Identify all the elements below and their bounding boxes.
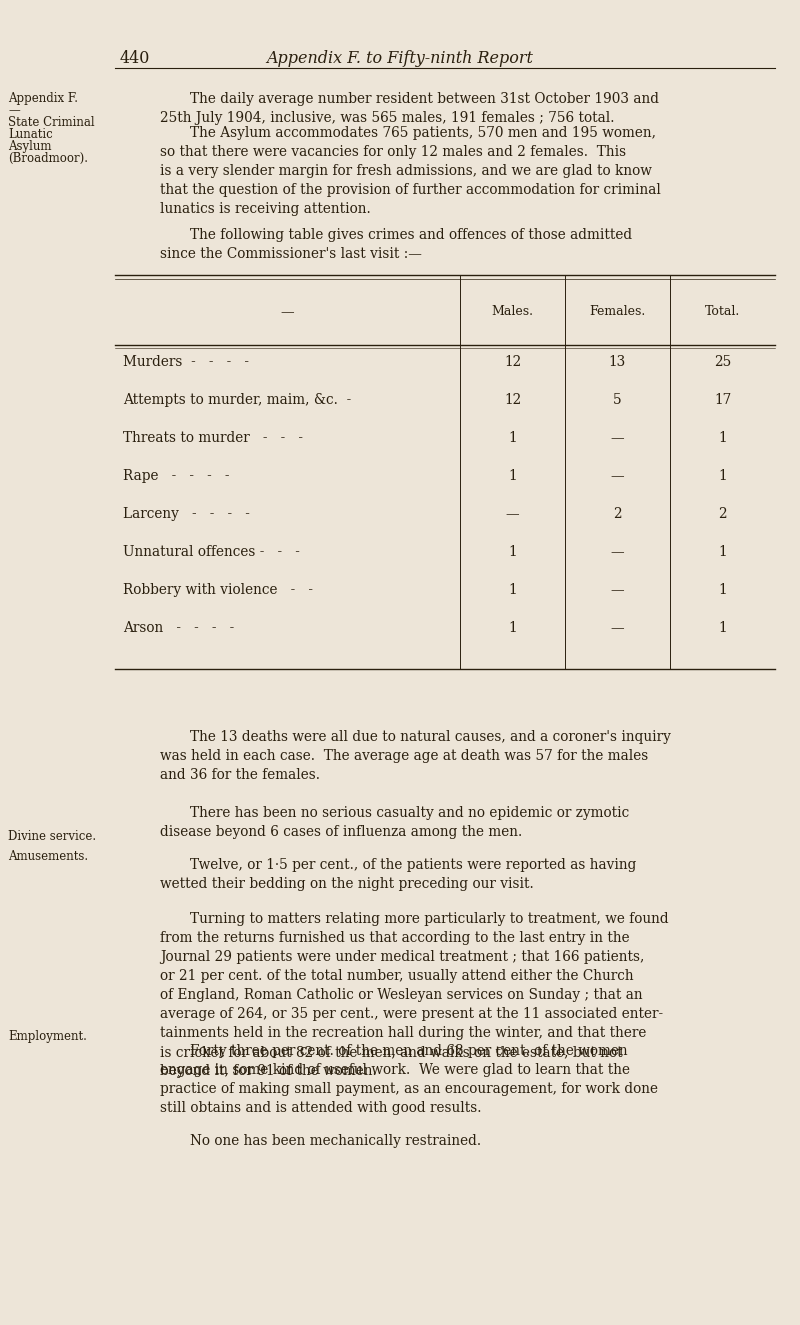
Text: —: — [610, 583, 624, 598]
Text: engage in some kind of useful work.  We were glad to learn that the: engage in some kind of useful work. We w… [160, 1063, 630, 1077]
Text: (Broadmoor).: (Broadmoor). [8, 152, 88, 166]
Text: disease beyond 6 cases of influenza among the men.: disease beyond 6 cases of influenza amon… [160, 825, 522, 839]
Text: 1: 1 [718, 583, 727, 598]
Text: Males.: Males. [491, 305, 534, 318]
Text: lunatics is receiving attention.: lunatics is receiving attention. [160, 201, 370, 216]
Text: Asylum: Asylum [8, 140, 51, 152]
Text: beyond it, for 91 of the women.: beyond it, for 91 of the women. [160, 1064, 377, 1079]
Text: Employment.: Employment. [8, 1030, 87, 1043]
Text: —: — [281, 305, 294, 319]
Text: is a very slender margin for fresh admissions, and we are glad to know: is a very slender margin for fresh admis… [160, 164, 652, 178]
Text: Arson   -   -   -   -: Arson - - - - [123, 621, 234, 635]
Text: 25th July 1904, inclusive, was 565 males, 191 females ; 756 total.: 25th July 1904, inclusive, was 565 males… [160, 111, 614, 125]
Text: or 21 per cent. of the total number, usually attend either the Church: or 21 per cent. of the total number, usu… [160, 969, 634, 983]
Text: Unnatural offences -   -   -: Unnatural offences - - - [123, 545, 300, 559]
Text: 2: 2 [613, 507, 622, 521]
Text: 1: 1 [508, 469, 517, 484]
Text: of England, Roman Catholic or Wesleyan services on Sunday ; that an: of England, Roman Catholic or Wesleyan s… [160, 988, 642, 1002]
Text: so that there were vacancies for only 12 males and 2 females.  This: so that there were vacancies for only 12… [160, 144, 626, 159]
Text: 440: 440 [120, 50, 150, 68]
Text: 1: 1 [718, 621, 727, 635]
Text: was held in each case.  The average age at death was 57 for the males: was held in each case. The average age a… [160, 749, 648, 763]
Text: wetted their bedding on the night preceding our visit.: wetted their bedding on the night preced… [160, 877, 534, 890]
Text: 1: 1 [718, 545, 727, 559]
Text: Turning to matters relating more particularly to treatment, we found: Turning to matters relating more particu… [190, 912, 669, 926]
Text: Divine service.: Divine service. [8, 829, 96, 843]
Text: 1: 1 [508, 583, 517, 598]
Text: from the returns furnished us that according to the last entry in the: from the returns furnished us that accor… [160, 931, 630, 945]
Text: —: — [8, 103, 20, 117]
Text: Appendix F.: Appendix F. [8, 91, 78, 105]
Text: State Criminal: State Criminal [8, 117, 94, 129]
Text: 5: 5 [613, 394, 622, 407]
Text: —: — [506, 507, 519, 521]
Text: 1: 1 [508, 621, 517, 635]
Text: —: — [610, 621, 624, 635]
Text: tainments held in the recreation hall during the winter, and that there: tainments held in the recreation hall du… [160, 1026, 646, 1040]
Text: 12: 12 [504, 355, 521, 368]
Text: Larceny   -   -   -   -: Larceny - - - - [123, 507, 250, 521]
Text: Robbery with violence   -   -: Robbery with violence - - [123, 583, 313, 598]
Text: The 13 deaths were all due to natural causes, and a coroner's inquiry: The 13 deaths were all due to natural ca… [190, 730, 671, 745]
Text: —: — [610, 469, 624, 484]
Text: still obtains and is attended with good results.: still obtains and is attended with good … [160, 1101, 482, 1116]
Text: 1: 1 [508, 545, 517, 559]
Text: average of 264, or 35 per cent., were present at the 11 associated enter-: average of 264, or 35 per cent., were pr… [160, 1007, 663, 1022]
Text: 25: 25 [714, 355, 731, 368]
Text: 1: 1 [718, 431, 727, 445]
Text: Females.: Females. [590, 305, 646, 318]
Text: 1: 1 [718, 469, 727, 484]
Text: Journal 29 patients were under medical treatment ; that 166 patients,: Journal 29 patients were under medical t… [160, 950, 644, 965]
Text: Forty three per cent. of the men and 68 per cent. of the women: Forty three per cent. of the men and 68 … [190, 1044, 628, 1057]
Text: 13: 13 [609, 355, 626, 368]
Text: Murders  -   -   -   -: Murders - - - - [123, 355, 249, 368]
Text: is cricket for about 82 of the men, and walks on the estate, but not: is cricket for about 82 of the men, and … [160, 1045, 622, 1059]
Text: Amusements.: Amusements. [8, 851, 88, 863]
Text: 2: 2 [718, 507, 727, 521]
Text: since the Commissioner's last visit :—: since the Commissioner's last visit :— [160, 246, 422, 261]
Text: and 36 for the females.: and 36 for the females. [160, 768, 320, 782]
Text: Appendix F. to Fifty-ninth Report: Appendix F. to Fifty-ninth Report [266, 50, 534, 68]
Text: Lunatic: Lunatic [8, 129, 53, 140]
Text: —: — [610, 431, 624, 445]
Text: 12: 12 [504, 394, 521, 407]
Text: Threats to murder   -   -   -: Threats to murder - - - [123, 431, 303, 445]
Text: Rape   -   -   -   -: Rape - - - - [123, 469, 230, 484]
Text: —: — [610, 545, 624, 559]
Text: There has been no serious casualty and no epidemic or zymotic: There has been no serious casualty and n… [190, 806, 630, 820]
Text: 17: 17 [714, 394, 731, 407]
Text: Attempts to murder, maim, &c.  -: Attempts to murder, maim, &c. - [123, 394, 351, 407]
Text: No one has been mechanically restrained.: No one has been mechanically restrained. [190, 1134, 481, 1147]
Text: that the question of the provision of further accommodation for criminal: that the question of the provision of fu… [160, 183, 661, 197]
Text: The following table gives crimes and offences of those admitted: The following table gives crimes and off… [190, 228, 632, 242]
Text: practice of making small payment, as an encouragement, for work done: practice of making small payment, as an … [160, 1083, 658, 1096]
Text: Twelve, or 1·5 per cent., of the patients were reported as having: Twelve, or 1·5 per cent., of the patient… [190, 859, 636, 872]
Text: Total.: Total. [705, 305, 740, 318]
Text: The Asylum accommodates 765 patients, 570 men and 195 women,: The Asylum accommodates 765 patients, 57… [190, 126, 656, 140]
Text: The daily average number resident between 31st October 1903 and: The daily average number resident betwee… [190, 91, 659, 106]
Text: 1: 1 [508, 431, 517, 445]
